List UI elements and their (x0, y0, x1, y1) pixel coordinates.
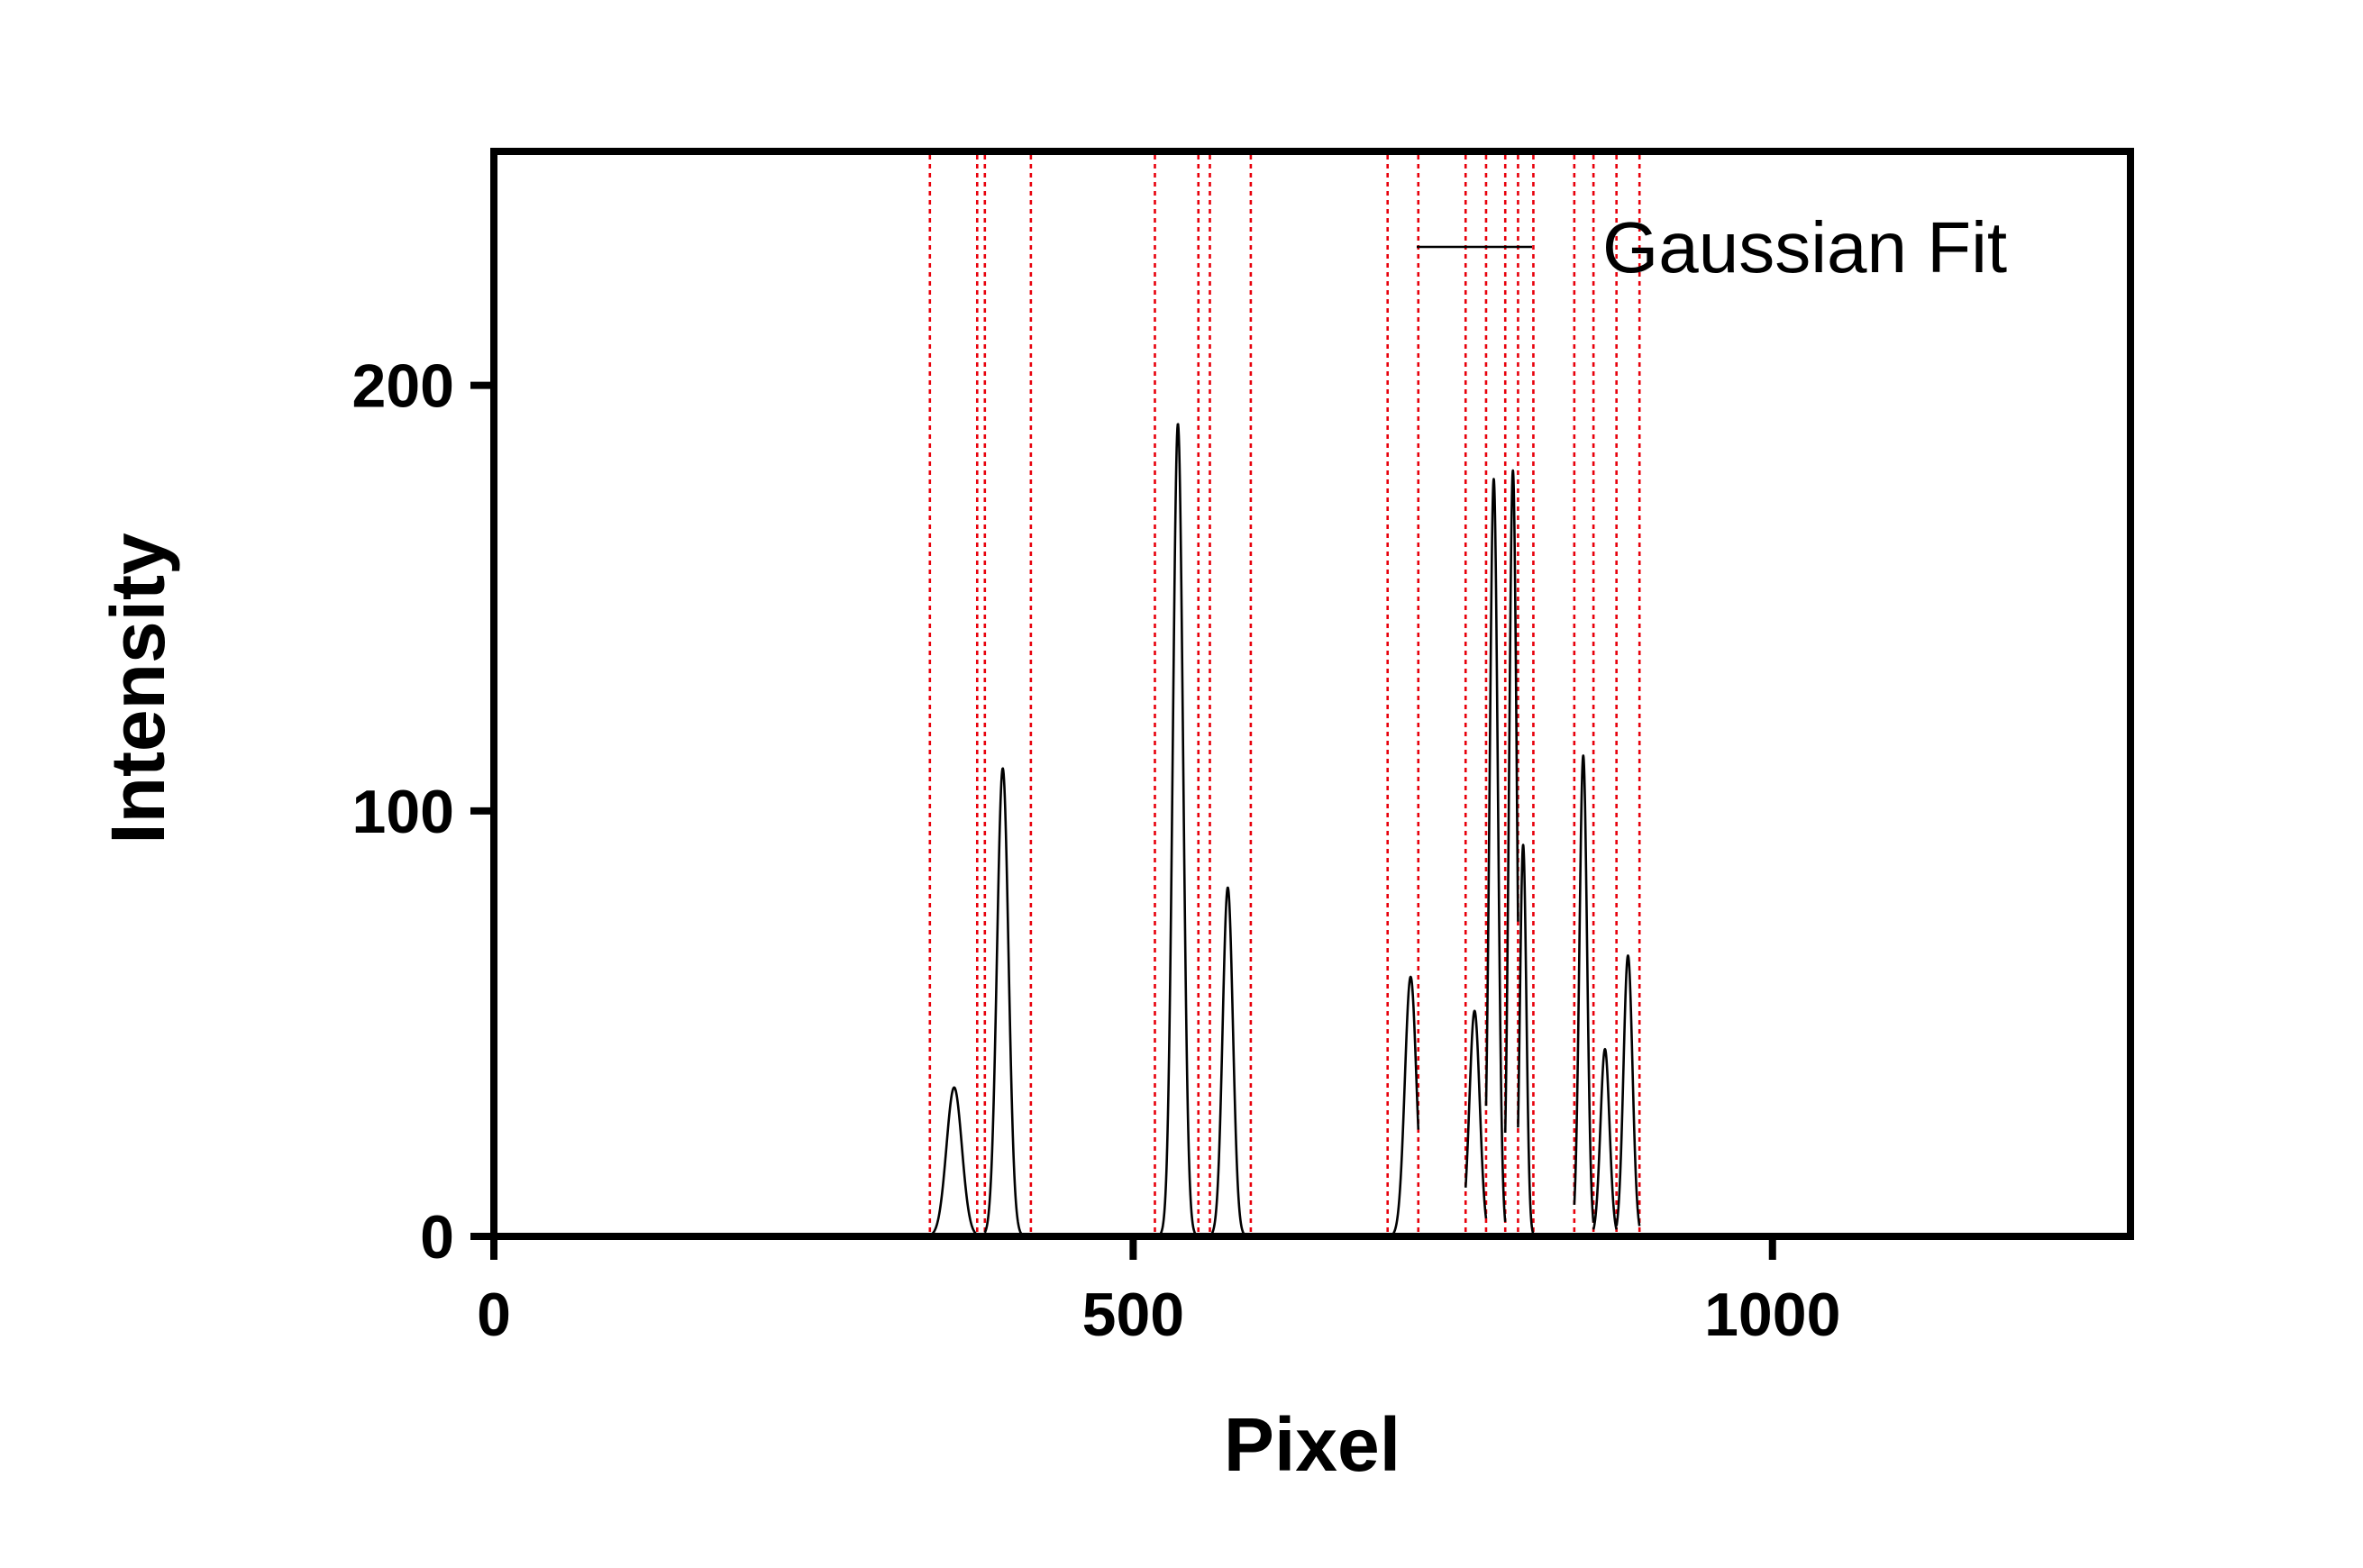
gaussian-peak-curve (1517, 843, 1535, 1235)
y-tick-label: 100 (352, 778, 454, 846)
x-axis-title: Pixel (1224, 1402, 1400, 1487)
gaussian-peak-curve (1503, 469, 1519, 1134)
y-tick-label: 0 (420, 1203, 454, 1272)
peak-boundary-lines (928, 155, 1641, 1233)
gaussian-peak-curve (1573, 754, 1595, 1223)
legend: Gaussian Fit (1417, 207, 2007, 287)
y-tick-label: 200 (352, 352, 454, 421)
legend-label-gaussian-fit: Gaussian Fit (1602, 207, 2007, 287)
gaussian-peak-curve (1615, 954, 1641, 1226)
gaussian-peak-curve (1592, 1047, 1618, 1230)
plot-frame (490, 148, 2134, 1240)
gaussian-peak-curve (1464, 1009, 1488, 1219)
gaussian-peak-curve (983, 767, 1032, 1238)
gaussian-peak-curve (1154, 423, 1200, 1238)
gaussian-peak-curve (928, 1086, 979, 1237)
x-tick-label: 0 (477, 1281, 511, 1349)
fit-curves (928, 423, 1641, 1238)
x-tick-label: 1000 (1704, 1281, 1840, 1349)
gaussian-peak-curve (1386, 975, 1420, 1238)
gaussian-peak-curve (1209, 886, 1252, 1238)
gaussian-peak-curve (1484, 478, 1507, 1223)
x-tick-label: 500 (1082, 1281, 1184, 1349)
y-axis-title: Intensity (96, 533, 180, 844)
axis-ticks: 0 500 1000 0 100 200 (352, 352, 1841, 1349)
